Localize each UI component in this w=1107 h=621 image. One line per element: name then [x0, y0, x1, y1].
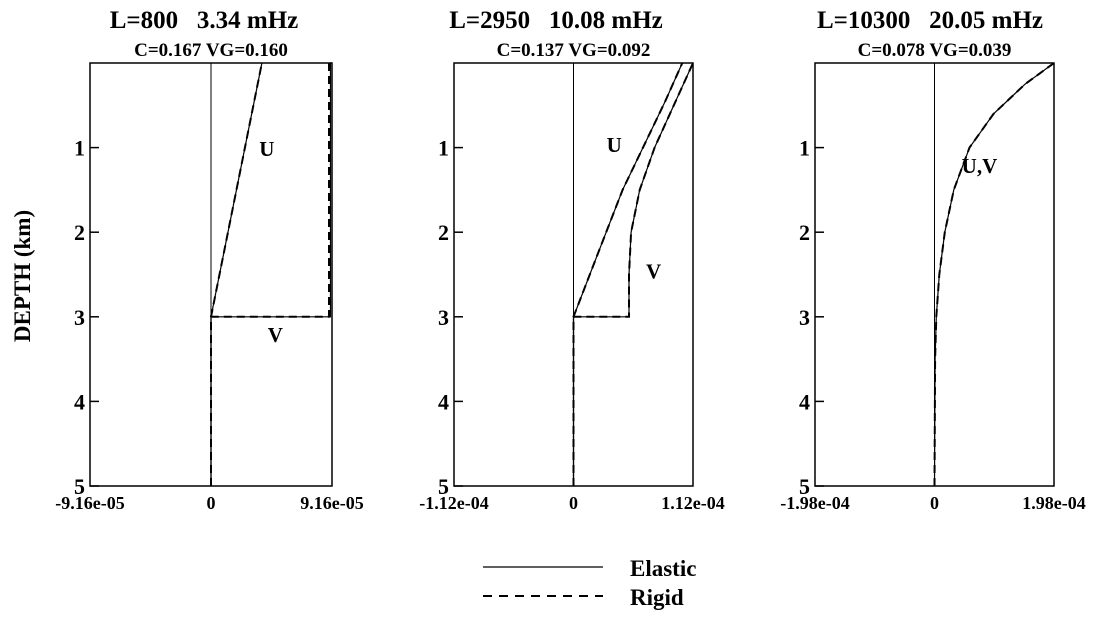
y-tick-label: 1: [799, 136, 810, 161]
curve-label: V: [268, 323, 283, 347]
y-tick-label: 2: [74, 220, 85, 245]
x-tick-label: 1.98e-04: [1022, 493, 1085, 513]
y-tick-label: 2: [438, 220, 449, 245]
legend: Elastic Rigid: [483, 556, 696, 610]
curve-label: U: [607, 133, 622, 157]
y-axis-label: DEPTH (km): [10, 210, 35, 342]
x-tick-label: 9.16e-05: [300, 493, 363, 513]
panel-1: L=800 3.34 mHz C=0.167 VG=0.160 1 2 3 4 5-9.16…: [55, 7, 363, 513]
y-tick-label: 3: [799, 305, 810, 330]
y-tick-label: 4: [74, 389, 85, 414]
x-tick-label: 0: [569, 493, 578, 513]
panel-title: L=800 3.34 mHz: [110, 7, 299, 34]
series-uv-elastic: [933, 62, 1055, 487]
y-tick-label: 1: [438, 136, 449, 161]
series-v-rigid: [572, 62, 694, 486]
series-v-elastic: [210, 62, 332, 486]
curve-label: U: [259, 137, 274, 161]
y-tick-label: 5: [799, 474, 810, 499]
panel-subtitle: C=0.137 VG=0.092: [497, 40, 651, 61]
x-tick-label: -9.16e-05: [55, 493, 124, 513]
curve-label: V: [646, 260, 661, 284]
series-v-rigid: [210, 62, 332, 486]
x-tick-label: -1.12e-04: [419, 493, 488, 513]
y-tick-label: 5: [74, 474, 85, 499]
y-tick-label: 3: [438, 305, 449, 330]
panel-subtitle: C=0.078 VG=0.039: [858, 40, 1012, 61]
panel-2: L=2950 10.08 mHz C=0.137 VG=0.092 1 2 3 4 5-1.…: [419, 7, 724, 513]
series-u-rigid: [210, 62, 263, 486]
x-tick-label: 1.12e-04: [661, 493, 724, 513]
y-tick-label: 2: [799, 220, 810, 245]
x-tick-label: 0: [930, 493, 939, 513]
series-u-rigid: [572, 62, 684, 486]
panel-title: L=10300 20.05 mHz: [817, 7, 1043, 34]
y-tick-label: 3: [74, 305, 85, 330]
curve-label: U,V: [962, 154, 998, 178]
legend-rigid-label: Rigid: [630, 585, 684, 610]
y-tick-label: 1: [74, 136, 85, 161]
y-tick-label: 4: [799, 389, 810, 414]
series-v-elastic: [572, 62, 694, 486]
x-tick-label: 0: [207, 493, 216, 513]
panel-subtitle: C=0.167 VG=0.160: [134, 40, 288, 61]
panel-title: L=2950 10.08 mHz: [449, 7, 663, 34]
panel-3: L=10300 20.05 mHz C=0.078 VG=0.039 1 2 3 4 5-1…: [780, 7, 1085, 513]
y-tick-label: 5: [438, 474, 449, 499]
series-uv-rigid: [933, 62, 1055, 487]
y-tick-label: 4: [438, 389, 449, 414]
legend-elastic-label: Elastic: [630, 556, 696, 581]
x-tick-label: -1.98e-04: [780, 493, 849, 513]
